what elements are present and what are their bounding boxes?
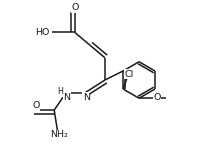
Text: HO: HO xyxy=(35,28,50,37)
Text: N: N xyxy=(63,93,70,102)
Text: N: N xyxy=(83,93,90,102)
Text: O: O xyxy=(32,101,40,110)
Text: O: O xyxy=(153,93,161,102)
Text: H: H xyxy=(57,87,63,96)
Text: O: O xyxy=(71,3,78,12)
Text: Cl: Cl xyxy=(124,70,134,79)
Text: NH₂: NH₂ xyxy=(50,130,68,139)
